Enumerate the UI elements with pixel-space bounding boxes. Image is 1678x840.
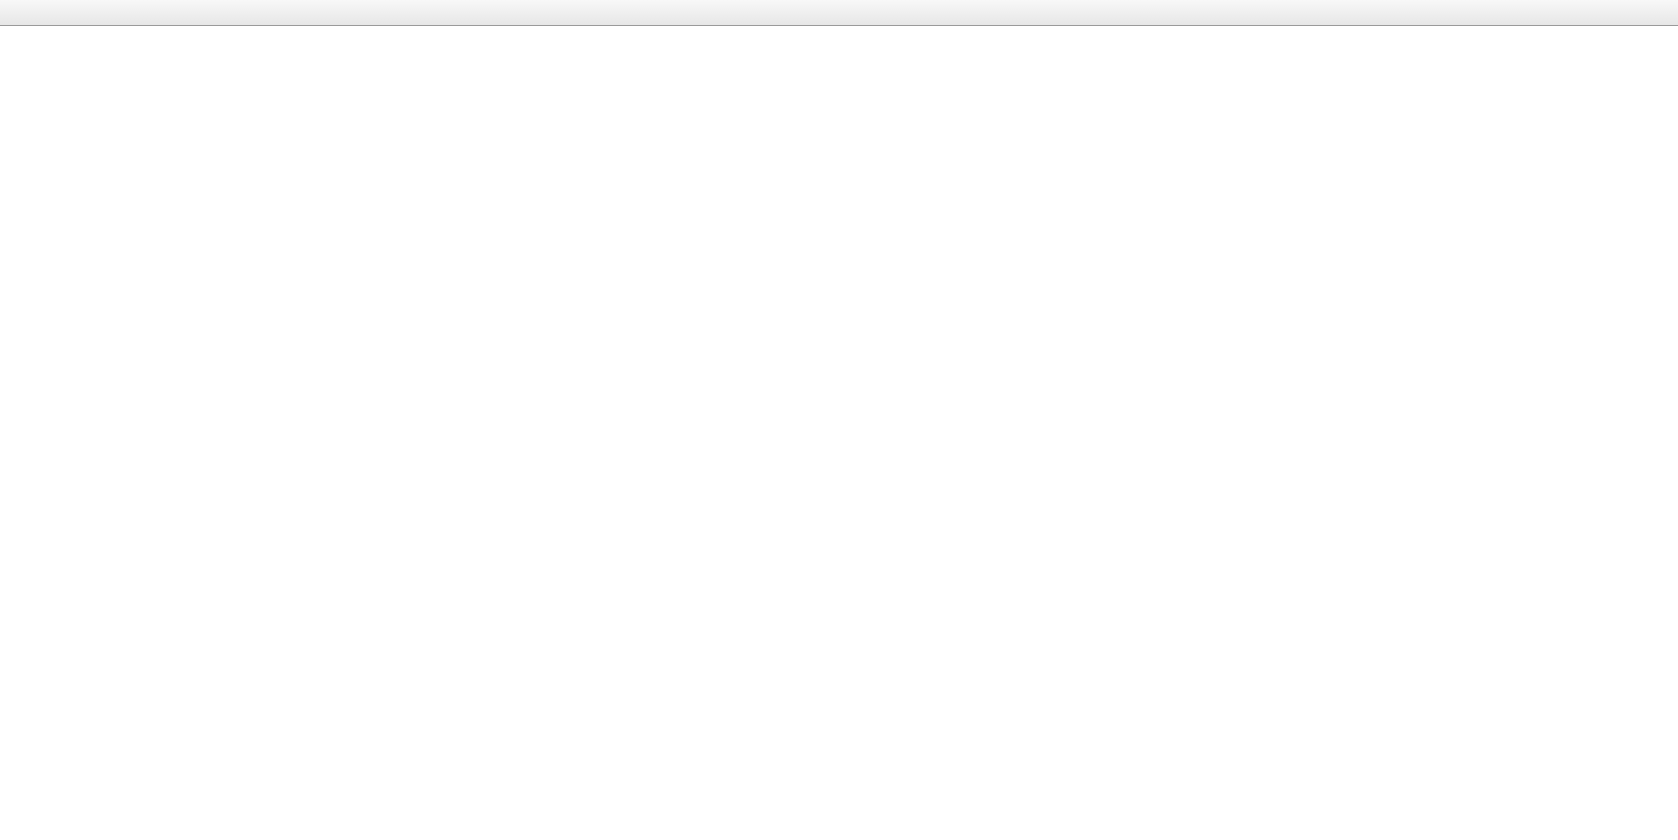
- chart-area[interactable]: [0, 26, 1678, 840]
- main-toolbar: [0, 0, 1678, 26]
